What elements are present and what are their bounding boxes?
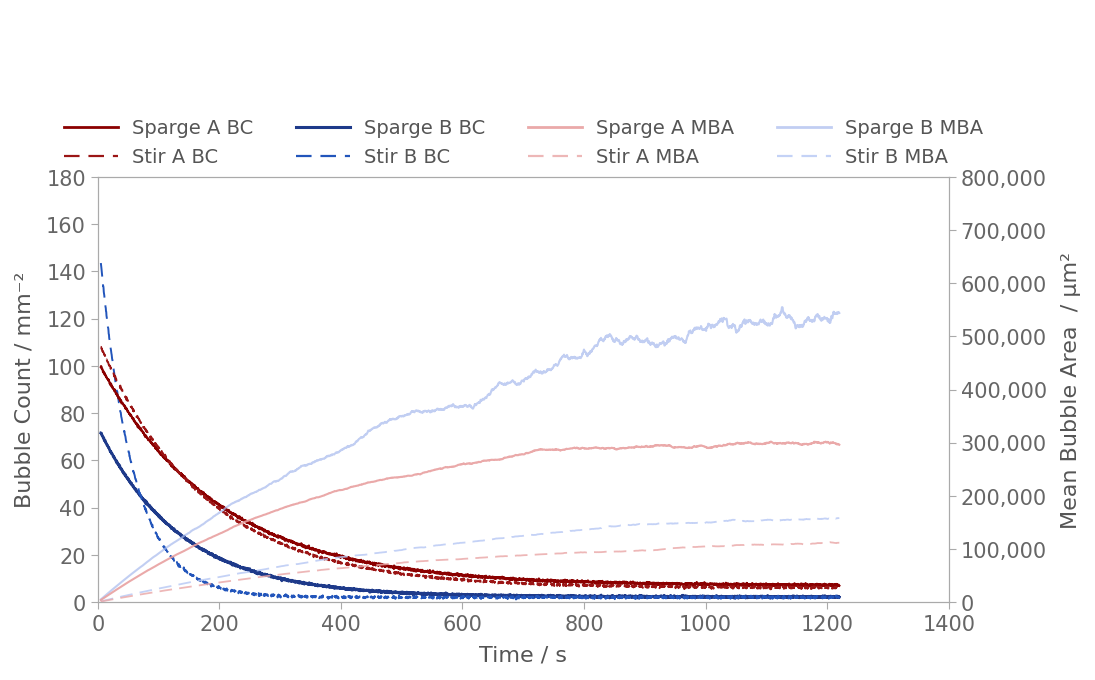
- Legend: Sparge A BC, Stir A BC, Sparge B BC, Stir B BC, Sparge A MBA, Stir A MBA, Sparge: Sparge A BC, Stir A BC, Sparge B BC, Sti…: [64, 119, 982, 167]
- Y-axis label: Mean Bubble Area  / μm²: Mean Bubble Area / μm²: [1060, 252, 1080, 528]
- Y-axis label: Bubble Count / mm⁻²: Bubble Count / mm⁻²: [15, 272, 35, 508]
- X-axis label: Time / s: Time / s: [479, 645, 567, 665]
